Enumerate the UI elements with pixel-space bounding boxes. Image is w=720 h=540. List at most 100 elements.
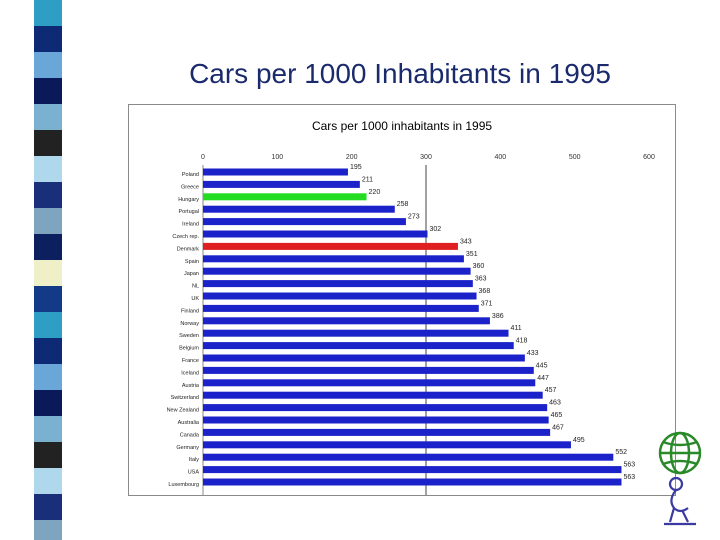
globe-icon xyxy=(658,431,702,475)
bar-chart: 0 100 200 300 400 500 600 Poland 195 Greece 211 Hun… xyxy=(167,154,655,495)
stripe-block xyxy=(34,416,62,442)
bar xyxy=(203,180,360,188)
data-label: 220 xyxy=(369,189,381,196)
stripe-block xyxy=(34,286,62,312)
data-label: 258 xyxy=(397,201,409,208)
stripe-block xyxy=(34,468,62,494)
globe-with-figure-icon xyxy=(658,431,702,526)
stripe-block xyxy=(34,494,62,520)
data-label: 463 xyxy=(549,400,561,407)
bar xyxy=(203,205,395,213)
category-label: Denmark xyxy=(177,246,200,252)
data-label: 495 xyxy=(573,437,585,444)
data-label: 371 xyxy=(481,300,493,307)
stripe-block xyxy=(34,130,62,156)
bar xyxy=(203,342,514,350)
bar xyxy=(203,478,622,486)
category-label: Greece xyxy=(181,184,199,190)
stripe-block xyxy=(34,104,62,130)
bar xyxy=(203,366,534,374)
bar xyxy=(203,168,348,176)
slide-title: Cars per 1000 Inhabitants in 1995 xyxy=(189,58,611,89)
stripe-block xyxy=(34,234,62,260)
stripe-block xyxy=(34,260,62,286)
x-tick-label: 300 xyxy=(420,154,432,161)
bar xyxy=(203,317,490,325)
category-label: Italy xyxy=(189,457,199,463)
category-label: Switzerland xyxy=(171,395,199,401)
category-label: New Zealand xyxy=(167,408,199,414)
bar xyxy=(203,193,367,201)
data-label: 195 xyxy=(350,164,362,171)
x-tick-label: 600 xyxy=(643,154,655,161)
x-tick-label: 200 xyxy=(346,154,358,161)
category-label: Ireland xyxy=(182,222,199,228)
bar xyxy=(203,404,548,412)
bar xyxy=(203,329,509,337)
category-label: USA xyxy=(188,470,200,476)
stripe-block xyxy=(34,520,62,540)
bar xyxy=(203,255,464,263)
bar xyxy=(203,354,525,362)
stripe-block xyxy=(34,182,62,208)
data-label: 552 xyxy=(615,449,627,456)
category-label: Norway xyxy=(180,321,199,327)
stripe-block xyxy=(34,338,62,364)
stripe-block xyxy=(34,78,62,104)
data-label: 273 xyxy=(408,214,420,221)
bar xyxy=(203,453,614,461)
data-label: 211 xyxy=(362,176,373,183)
category-label: Spain xyxy=(185,259,199,265)
category-label: Sweden xyxy=(179,333,199,339)
stripe-block xyxy=(34,0,62,26)
data-label: 447 xyxy=(537,375,549,382)
category-label: Australia xyxy=(178,420,200,426)
category-label: UK xyxy=(191,296,199,302)
chart-frame: Cars per 1000 inhabitants in 1995 0 100 20… xyxy=(128,104,676,496)
data-label: 368 xyxy=(479,288,491,295)
category-label: Japan xyxy=(184,271,199,277)
stripe-block xyxy=(34,442,62,468)
data-label: 386 xyxy=(492,313,504,320)
bar xyxy=(203,218,406,226)
category-label: Czech rep. xyxy=(172,234,199,240)
stripe-block xyxy=(34,364,62,390)
category-label: Belgium xyxy=(179,346,199,352)
bar xyxy=(203,242,458,250)
category-label: Austria xyxy=(182,383,200,389)
stripe-block xyxy=(34,390,62,416)
stripe-block xyxy=(34,312,62,338)
category-label: Finland xyxy=(181,308,199,314)
category-label: Canada xyxy=(180,432,200,438)
bar xyxy=(203,391,543,399)
chart-title: Cars per 1000 inhabitants in 1995 xyxy=(311,119,493,133)
bar xyxy=(203,379,536,387)
bar xyxy=(203,441,571,449)
x-tick-label: 0 xyxy=(201,154,205,161)
data-label: 363 xyxy=(475,276,487,283)
data-label: 563 xyxy=(623,462,635,469)
category-label: Luxembourg xyxy=(168,482,199,488)
category-label: Portugal xyxy=(179,209,200,215)
category-label: Germany xyxy=(176,445,199,451)
bar xyxy=(203,230,428,238)
stripe-block xyxy=(34,52,62,78)
data-label: 418 xyxy=(516,338,528,345)
bar xyxy=(203,428,551,436)
bar xyxy=(203,416,549,424)
data-label: 457 xyxy=(545,387,557,394)
category-label: Iceland xyxy=(181,370,199,376)
data-label: 411 xyxy=(511,325,522,332)
data-label: 445 xyxy=(536,362,548,369)
category-label: NL xyxy=(192,284,199,290)
x-tick-label: 500 xyxy=(569,154,581,161)
stripe-block xyxy=(34,156,62,182)
category-label: Hungary xyxy=(178,197,199,203)
stripe-block xyxy=(34,26,62,52)
data-label: 467 xyxy=(552,424,564,431)
bar xyxy=(203,304,479,312)
category-label: France xyxy=(182,358,199,364)
data-label: 465 xyxy=(551,412,563,419)
data-label: 302 xyxy=(429,226,441,233)
data-label: 360 xyxy=(473,263,485,270)
